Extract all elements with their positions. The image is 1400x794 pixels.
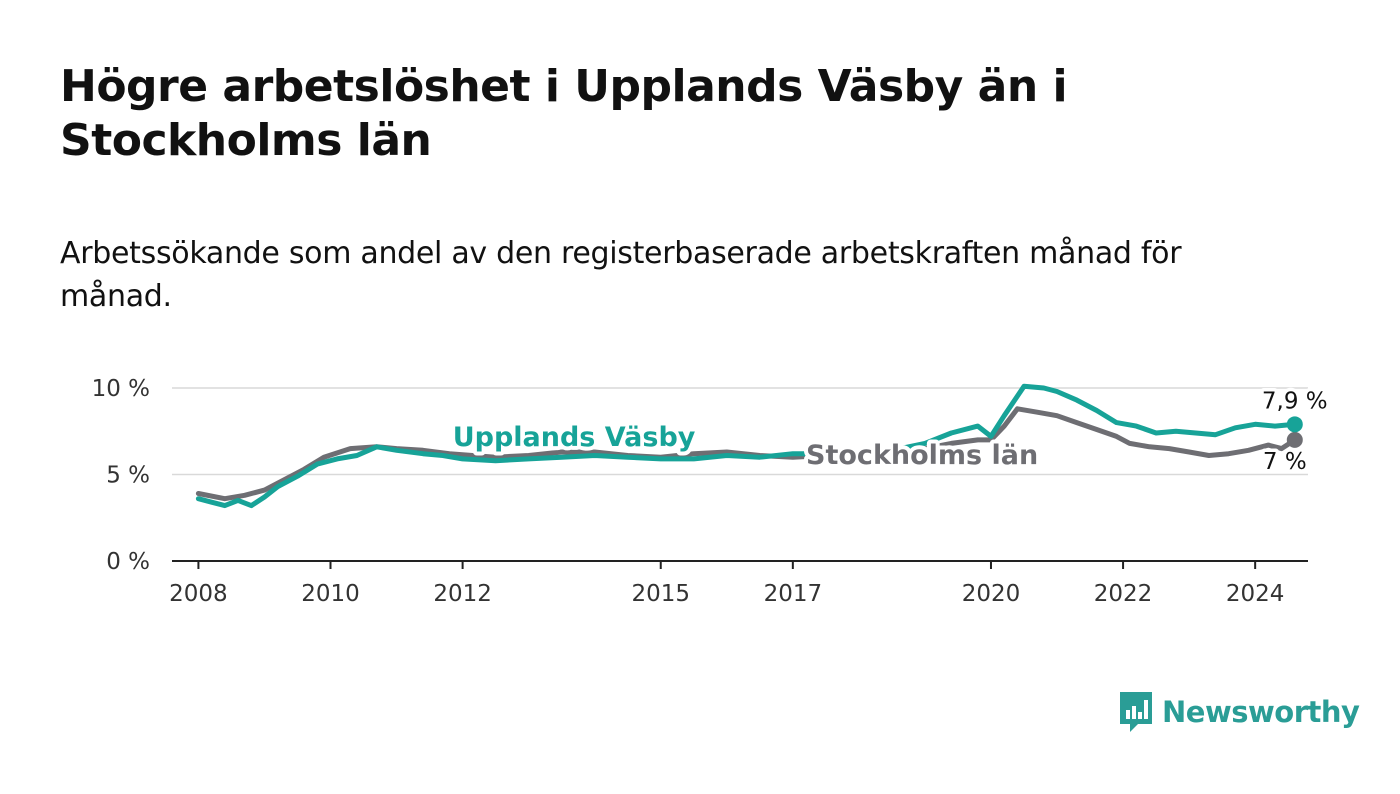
- newsworthy-logo[interactable]: Newsworthy: [1118, 690, 1360, 734]
- chart-title: Högre arbetslöshet i Upplands Väsby än i…: [60, 61, 1068, 166]
- y-tick-label: 5 %: [106, 463, 150, 489]
- end-point-upplands-v-sby: [1286, 416, 1303, 433]
- y-tick-label: 10 %: [92, 376, 150, 402]
- chart-subtitle: Arbetssökande som andel av den registerb…: [60, 236, 1182, 314]
- series-label-halo-stockholms-l-n: Stockholms län: [806, 440, 1038, 471]
- end-label-halo-upplands-v-sby: 7,9 %: [1262, 388, 1328, 414]
- series-label-upplands-v-sby: Upplands Väsby: [453, 422, 696, 453]
- end-label-upplands-v-sby: 7,9 %: [1262, 388, 1328, 414]
- end-point-stockholms-l-n: [1286, 431, 1303, 448]
- x-tick-label: 2008: [169, 581, 228, 607]
- x-axis: 2008 2010 2012 2015 2017 2020 2022 2024: [169, 561, 1284, 607]
- series-label-halo-upplands-v-sby: Upplands Väsby: [453, 422, 696, 453]
- x-tick-label: 2024: [1226, 581, 1285, 607]
- end-label-halo-stockholms-l-n: 7 %: [1263, 449, 1307, 475]
- series-lines: [195, 383, 1303, 509]
- series-label-stockholms-l-n: Stockholms län: [806, 440, 1038, 471]
- grid-lines: [172, 387, 1308, 562]
- y-tick-label: 0 %: [106, 549, 150, 575]
- newsworthy-wordmark: Newsworthy: [1162, 695, 1360, 729]
- x-tick-label: 2022: [1094, 581, 1153, 607]
- x-tick-label: 2017: [764, 581, 823, 607]
- x-tick-label: 2010: [301, 581, 360, 607]
- y-axis: 0 % 5 % 10 %: [92, 376, 150, 575]
- x-tick-label: 2012: [433, 581, 492, 607]
- newsworthy-logo-icon: [1120, 692, 1152, 732]
- x-tick-label: 2020: [962, 581, 1021, 607]
- series-line-upplands-v-sby: [195, 383, 1298, 509]
- end-label-stockholms-l-n: 7 %: [1263, 449, 1307, 475]
- x-tick-label: 2015: [631, 581, 690, 607]
